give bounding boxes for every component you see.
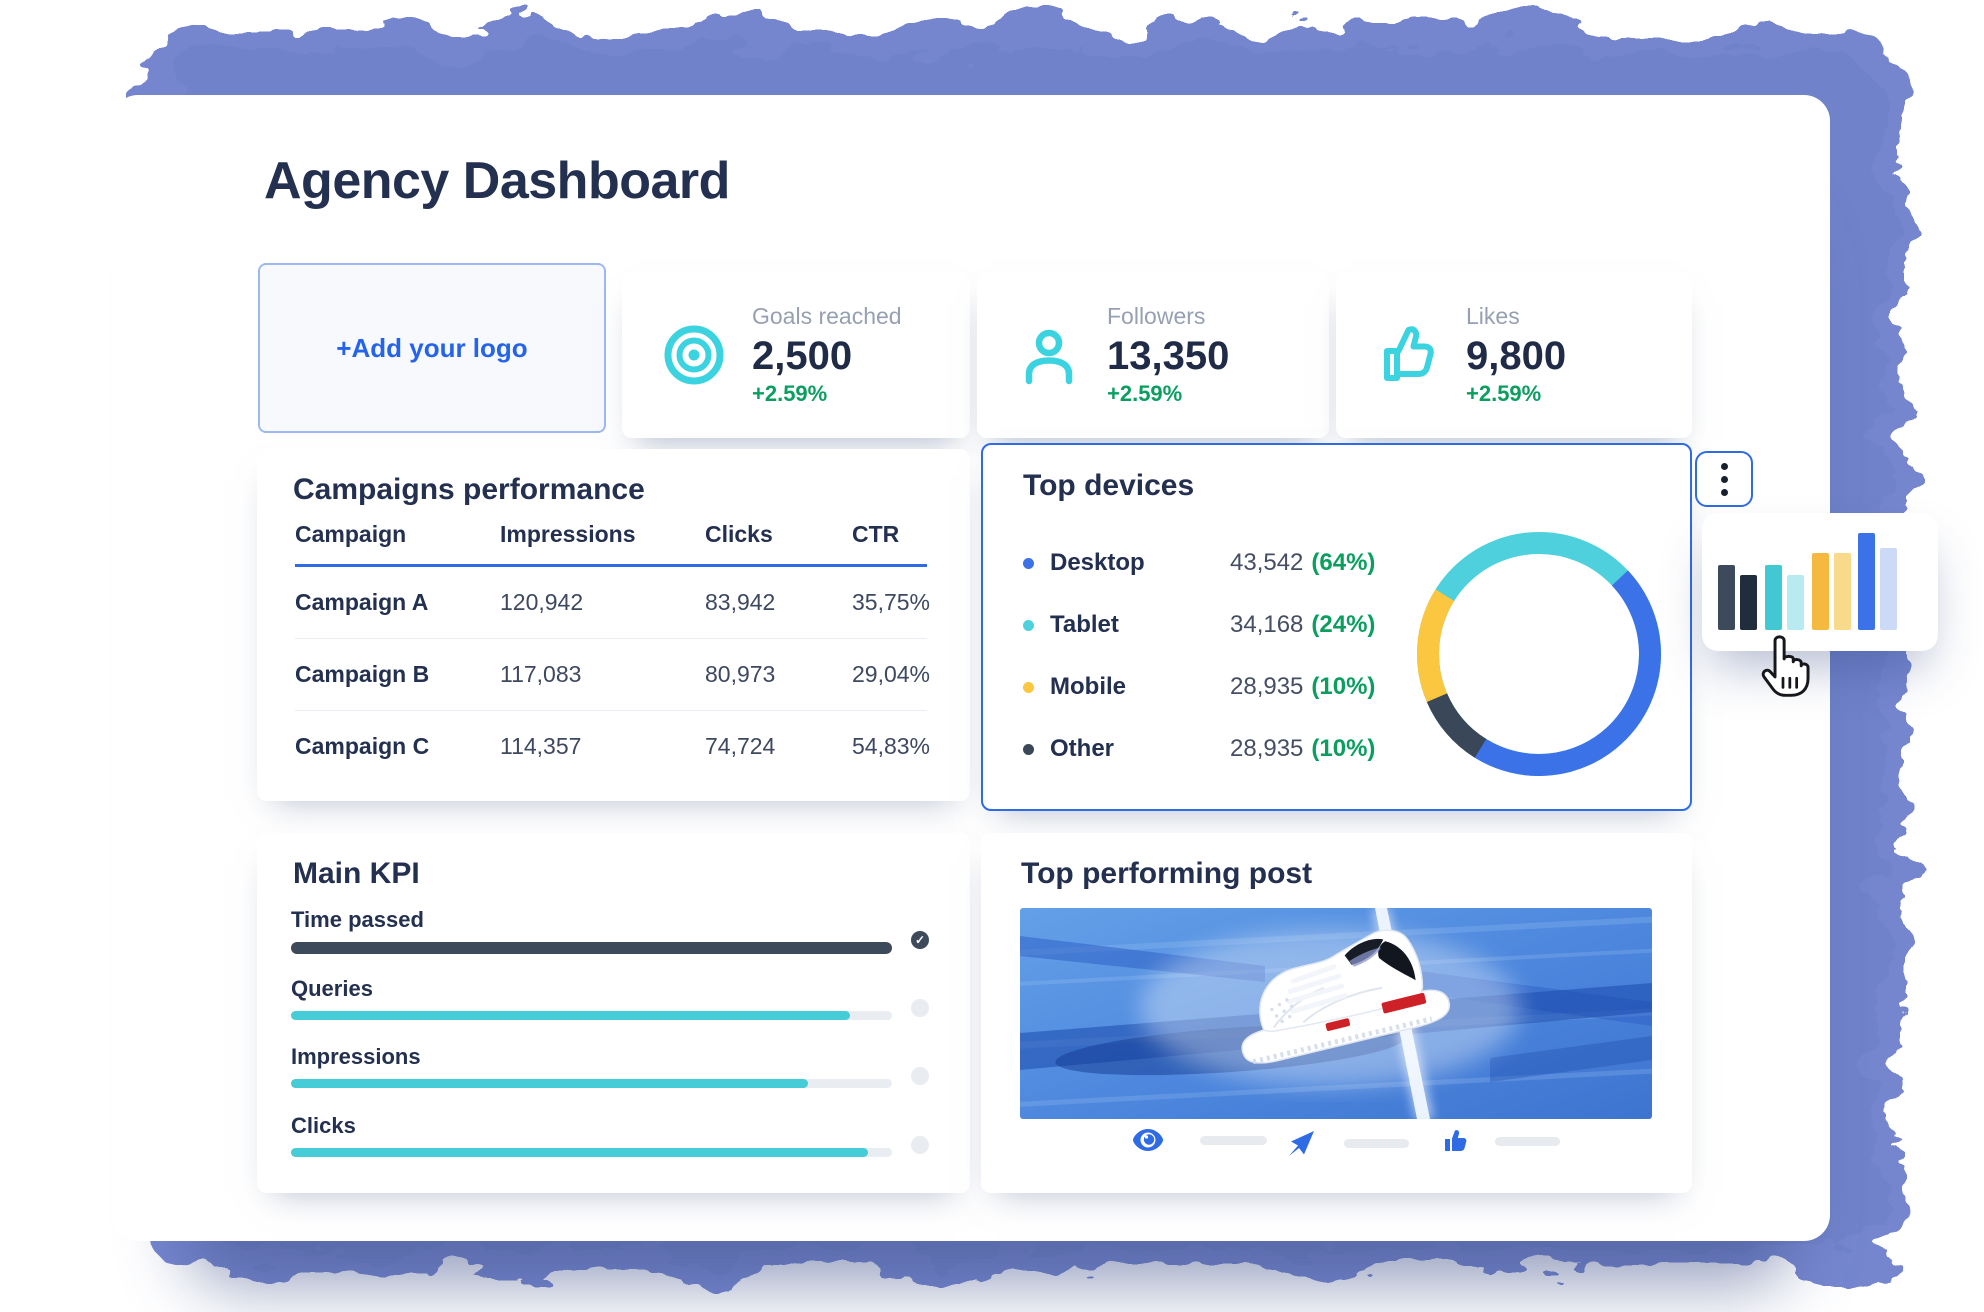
kpi-bar-queries: Queries ✓	[291, 976, 936, 1020]
arrow-share-icon	[1289, 1131, 1314, 1156]
main-kpi-title: Main KPI	[293, 857, 420, 890]
kpi-card-likes: Likes 9,800 +2.59%	[1336, 272, 1692, 438]
eye-icon	[1133, 1129, 1163, 1151]
col-impressions: Impressions	[500, 521, 636, 547]
post-image-sneaker	[1020, 908, 1652, 1119]
campaigns-table-header: Campaign Impressions Clicks CTR	[295, 521, 927, 567]
progress-track	[291, 1079, 892, 1088]
mini-chart-bar	[1740, 575, 1757, 630]
legend-dot	[1023, 743, 1034, 755]
thumbs-up-icon	[1384, 326, 1434, 381]
campaigns-performance-panel: Campaigns performance Campaign Impressio…	[257, 449, 970, 801]
legend-item-desktop: Desktop 43,542 (64%)	[1023, 547, 1375, 579]
target-icon	[664, 325, 724, 385]
kpi-value: 2,500	[752, 334, 853, 378]
main-kpi-panel: Main KPI Time passed ✓ Queries ✓ Impress…	[257, 833, 970, 1193]
devices-donut-chart	[1417, 532, 1661, 777]
legend-dot	[1023, 557, 1034, 569]
legend-dot	[1023, 681, 1034, 693]
kpi-label: Likes	[1466, 303, 1520, 329]
kpi-card-goals: Goals reached 2,500 +2.59%	[622, 272, 970, 438]
kpi-label: Followers	[1107, 303, 1206, 329]
kebab-menu-button[interactable]	[1695, 451, 1753, 507]
mini-chart-bar	[1787, 575, 1804, 630]
stat-placeholder	[1344, 1138, 1409, 1148]
campaigns-title: Campaigns performance	[293, 473, 645, 506]
kebab-dot	[1720, 488, 1728, 496]
shares-stat	[1287, 1129, 1409, 1157]
mini-chart-bar	[1718, 565, 1735, 630]
table-row: Campaign A 120,942 83,942 35,75%	[295, 567, 930, 639]
top-devices-title: Top devices	[1023, 469, 1195, 502]
sneaker-illustration	[1241, 929, 1451, 1065]
progress-status-dot: ✓	[911, 999, 929, 1017]
col-ctr: CTR	[852, 521, 900, 547]
top-post-panel: Top performing post	[981, 833, 1692, 1193]
table-row: Campaign C 114,357 74,724 54,83%	[295, 733, 931, 759]
stat-placeholder	[1495, 1136, 1560, 1146]
person-icon	[1025, 329, 1073, 385]
likes-stat	[1443, 1129, 1560, 1153]
progress-fill	[291, 1011, 850, 1020]
legend-item-other: Other 28,935 (10%)	[1023, 733, 1375, 765]
progress-fill	[291, 942, 892, 954]
kpi-value: 13,350	[1107, 334, 1230, 378]
kpi-label: Goals reached	[752, 303, 902, 329]
legend-dot	[1023, 619, 1034, 631]
progress-track	[291, 1011, 892, 1020]
kpi-bar-impressions: Impressions ✓	[291, 1044, 936, 1088]
mini-bar-chart	[1702, 513, 1938, 651]
kpi-card-followers: Followers 13,350 +2.59%	[977, 272, 1329, 438]
progress-status-dot: ✓	[911, 1136, 929, 1154]
progress-fill	[291, 1079, 808, 1088]
kpi-delta: +2.59%	[1107, 381, 1183, 406]
kebab-dot	[1720, 462, 1728, 470]
col-campaign: Campaign	[295, 521, 407, 547]
stat-placeholder	[1200, 1135, 1267, 1145]
mini-chart-bar	[1880, 548, 1897, 630]
progress-track	[291, 942, 892, 954]
campaigns-table: Campaign Impressions Clicks CTR Campaign…	[295, 521, 931, 782]
top-devices-panel[interactable]: Top devices Desktop 43,542 (64%) Tablet …	[981, 443, 1692, 811]
page-title: Agency Dashboard	[264, 152, 730, 210]
col-clicks: Clicks	[705, 521, 773, 547]
kpi-value: 9,800	[1466, 334, 1567, 378]
progress-track	[291, 1148, 892, 1157]
progress-status-dot: ✓	[911, 1067, 929, 1085]
kpi-bar-clicks: Clicks ✓	[291, 1113, 936, 1157]
add-logo-label: +Add your logo	[336, 332, 528, 363]
progress-fill	[291, 1148, 868, 1157]
dashboard-card: Agency Dashboard +Add your logo Goals re…	[112, 95, 1938, 1241]
mini-chart-bar	[1765, 565, 1782, 630]
views-stat	[1133, 1129, 1267, 1151]
mini-chart-popup	[1702, 513, 1938, 651]
top-post-title: Top performing post	[1021, 857, 1313, 890]
kpi-delta: +2.59%	[752, 381, 828, 406]
table-row: Campaign B 117,083 80,973 29,04%	[295, 639, 930, 711]
add-logo-button[interactable]: +Add your logo	[258, 263, 606, 433]
mini-chart-bar	[1834, 553, 1851, 630]
progress-status-dot: ✓	[911, 931, 929, 949]
legend-item-mobile: Mobile 28,935 (10%)	[1023, 671, 1375, 703]
cursor-pointer-icon	[1761, 635, 1810, 697]
kpi-delta: +2.59%	[1466, 381, 1542, 406]
thumb-like-icon	[1445, 1130, 1467, 1151]
check-icon: ✓	[914, 933, 926, 947]
mini-chart-bar	[1858, 533, 1875, 630]
legend-item-tablet: Tablet 34,168 (24%)	[1023, 609, 1375, 641]
kebab-dot	[1720, 475, 1728, 483]
kpi-bar-time-passed: Time passed ✓	[291, 907, 936, 954]
mini-chart-bar	[1812, 553, 1829, 630]
